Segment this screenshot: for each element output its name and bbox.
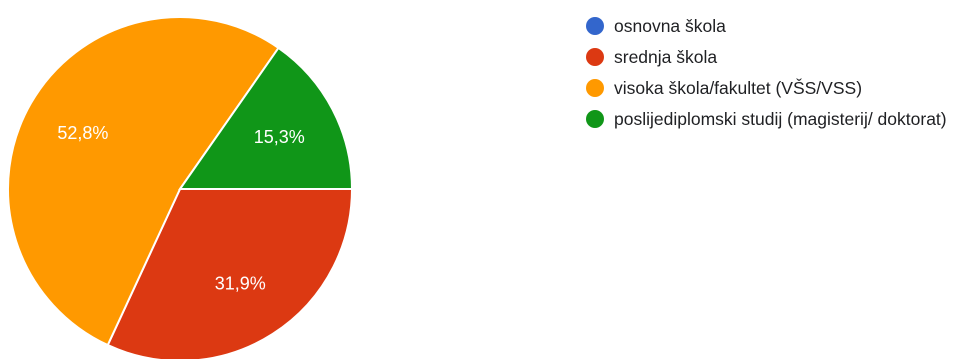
pie-slice-label: 52,8% [57,123,108,143]
pie-slice-label: 15,3% [254,127,305,147]
legend-dot-icon [586,48,604,66]
pie-slice-label: 31,9% [215,273,266,293]
pie-slice-4[interactable] [178,46,354,190]
legend-label: poslijediplomski studij (magisterij/ dok… [614,109,947,129]
pie-slice-2[interactable] [106,188,354,359]
pie-labels: 31,9% 52,8% 15,3% [57,123,304,293]
legend-dot-icon [586,110,604,128]
legend-item-osnovna-skola[interactable]: osnovna škola [586,14,956,38]
legend-label: osnovna škola [614,16,726,36]
pie-slices [7,16,354,359]
legend-label: srednja škola [614,47,718,67]
legend-item-srednja-skola[interactable]: srednja škola [586,45,956,69]
chart-legend: osnovna škola srednja škola visoka škola… [586,14,956,138]
pie-slice-3[interactable] [7,16,280,347]
legend-dot-icon [586,17,604,35]
legend-item-poslijediplomski-studij[interactable]: poslijediplomski studij (magisterij/ dok… [586,107,956,131]
legend-item-visoka-skola[interactable]: visoka škola/fakultet (VŠS/VSS) [586,76,956,100]
legend-dot-icon [586,79,604,97]
legend-label: visoka škola/fakultet (VŠS/VSS) [614,78,863,98]
